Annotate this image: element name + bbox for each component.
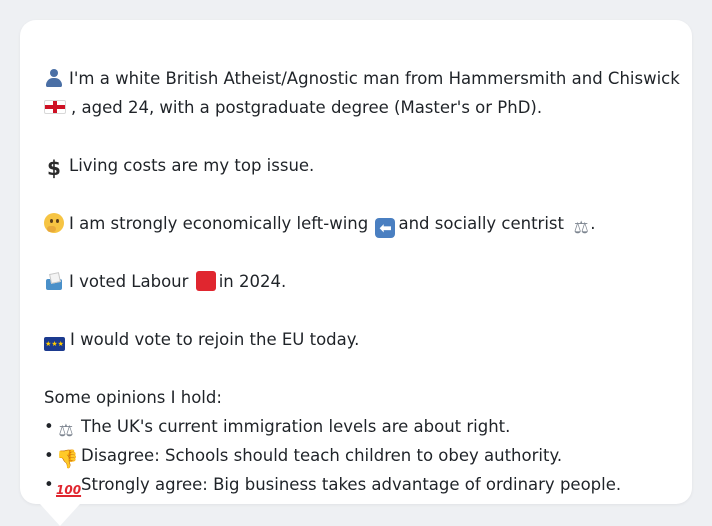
opinion-item: • 👎 Disagree: Schools should teach childre… [44,441,672,470]
eu-flag-icon: ★★★ [44,337,65,351]
ballot-box-icon [44,271,64,291]
political-text-2: and socially centrist [398,214,564,233]
scales-icon: ⚖ [58,421,74,441]
identity-line-2: , aged 24, with a postgraduate degree (M… [44,93,672,122]
identity-line: I'm a white British Atheist/Agnostic man… [44,64,680,93]
opinions-heading: Some opinions I hold: [44,388,222,407]
political-line: I am strongly economically left-wing ⬅ an… [44,209,672,238]
scales-icon: ⚖ [573,218,589,238]
top-issue-line: $ Living costs are my top issue. [44,151,672,180]
hundred-points-icon: 100 [56,483,82,497]
identity-text-2: , aged 24, with a postgraduate degree (M… [71,98,543,117]
message-bubble: I'm a white British Atheist/Agnostic man… [20,20,692,504]
bullet: • [44,475,54,494]
vote-text-2: in 2024. [218,272,287,291]
bullet: • [44,446,54,465]
england-flag-icon [44,100,66,114]
eu-text: I would vote to rejoin the EU today. [70,330,360,349]
left-arrow-icon: ⬅ [375,218,396,238]
person-icon [44,68,64,88]
opinion-text: The UK's current immigration levels are … [81,417,511,436]
political-text-1: I am strongly economically left-wing [69,214,369,233]
thinking-face-icon [44,213,64,233]
top-issue-text: Living costs are my top issue. [69,156,315,175]
bubble-tail [40,504,80,526]
opinion-text: Disagree: Schools should teach children … [81,446,563,465]
opinion-item: • ⚖ The UK's current immigration levels ar… [44,412,672,441]
vote-text-1: I voted Labour [69,272,189,291]
vote-line: I voted Labour in 2024. [44,267,672,296]
opinion-text: Strongly agree: Big business takes advan… [81,475,622,494]
red-square-icon [195,271,216,291]
thumbs-down-icon: 👎 [56,449,79,470]
identity-text: I'm a white British Atheist/Agnostic man… [69,69,680,88]
opinion-item: • 100Strongly agree: Big business takes a… [44,470,672,500]
dollar-icon: $ [47,156,61,180]
political-text-3: . [590,214,596,233]
eu-line: ★★★ I would vote to rejoin the EU today. [44,325,672,354]
bullet: • [44,417,54,436]
